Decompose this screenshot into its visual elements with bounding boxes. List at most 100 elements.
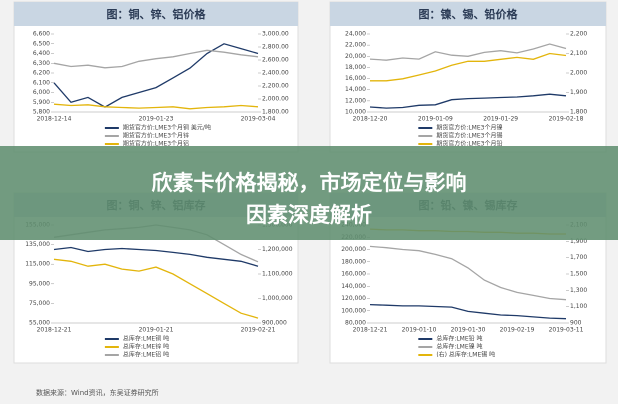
- x-tick-label: 2019-01-29: [483, 116, 518, 123]
- x-tick-label: 2019-01-10: [402, 327, 437, 334]
- legend-label: 期货官方价:LME3个月镍: [436, 124, 502, 132]
- y2-tick-label: 2,000: [570, 70, 587, 77]
- y-tick-label: 55,000: [29, 320, 50, 327]
- banner-title-line-1: 欣素卡价格揭秘，市场定位与影响: [152, 171, 467, 195]
- y-tick-label: 18,000: [345, 64, 366, 71]
- y-tick-label: 16,000: [345, 75, 366, 82]
- y2-tick-label: 2,400.00: [262, 70, 289, 77]
- footer: [0, 384, 618, 400]
- y-tick-label: 140,000: [341, 283, 366, 290]
- x-tick-label: 2019-03-11: [549, 327, 584, 334]
- y2-tick-label: 2,200: [570, 31, 587, 38]
- x-tick-label: 2019-01-23: [139, 116, 174, 123]
- x-tick-label: 2018-12-21: [37, 327, 72, 334]
- series-line: [53, 49, 259, 69]
- series-line: [370, 52, 567, 82]
- y-tick-label: 22,000: [345, 42, 366, 49]
- y-tick-label: 10,000: [345, 109, 366, 116]
- chart-title: 图：镍、锡、铅价格: [419, 7, 519, 21]
- y2-tick-label: 1,800: [570, 109, 587, 116]
- legend-label: 期货官方价:LME3个月铜 美元/吨: [123, 124, 211, 132]
- y-tick-label: 75,000: [29, 300, 50, 307]
- y-tick-label: 100,000: [341, 307, 366, 314]
- y2-tick-label: 2,600.00: [262, 57, 289, 64]
- series-line: [369, 303, 567, 320]
- y-tick-label: 14,000: [345, 86, 366, 93]
- y-tick-label: 6,000: [33, 89, 50, 96]
- panel-title-bar: [14, 2, 298, 26]
- y-tick-label: 95,000: [29, 280, 50, 287]
- y2-tick-label: 3,000.00: [262, 31, 289, 38]
- y2-tick-label: 1,300: [570, 287, 587, 294]
- panel-title-bar: [330, 2, 606, 26]
- y-tick-label: 135,000: [25, 241, 50, 248]
- y-tick-label: 200,000: [341, 246, 366, 253]
- y2-tick-label: 1,200,000: [262, 246, 293, 253]
- x-tick-label: 2019-02-18: [549, 116, 584, 123]
- y2-tick-label: 1,100: [570, 303, 587, 310]
- x-tick-label: 2019-01-21: [139, 327, 174, 334]
- legend-label: 总库存:LME铜 吨: [123, 335, 169, 343]
- y2-tick-label: 900,000: [262, 320, 287, 327]
- y-tick-label: 6,300: [33, 60, 50, 67]
- legend-label: 总库存:LME镍 吨: [436, 343, 482, 351]
- y2-tick-label: 1,900: [570, 238, 587, 245]
- y-tick-label: 5,800: [33, 109, 50, 116]
- series-line: [53, 43, 259, 108]
- legend-label: (右) 总库存:LME锡 吨: [436, 351, 495, 359]
- y2-tick-label: 1,000,000: [262, 295, 293, 302]
- y-tick-label: 6,400: [33, 50, 50, 57]
- x-tick-label: 2019-01-30: [451, 327, 486, 334]
- chart-panel: 图：铜、锌、铝价格 5,800 5,900 6,000 6,100 6,200 6,300 6…: [13, 1, 299, 153]
- y2-tick-label: 2,000.00: [262, 96, 289, 103]
- panel-bg: [329, 1, 607, 153]
- y-tick-label: 6,600: [33, 31, 50, 38]
- series-line: [369, 93, 567, 109]
- legend-label: 期货官方价:LME3个月铅: [436, 140, 502, 148]
- x-tick-label: 2019-02-19: [500, 327, 535, 334]
- y-tick-label: 180,000: [341, 258, 366, 265]
- y-tick-label: 20,000: [345, 53, 366, 60]
- legend-label: 期货官方价:LME3个月锌: [123, 132, 189, 140]
- series-line: [53, 246, 259, 267]
- x-tick-label: 2019-03-04: [241, 116, 276, 123]
- y-tick-label: 160,000: [341, 271, 366, 278]
- y-tick-label: 6,500: [33, 40, 50, 47]
- legend-label: 期货官方价:LME3个月锡: [436, 132, 502, 140]
- series-line: [53, 103, 259, 110]
- legend-label: 期货官方价:LME3个月铝: [123, 140, 189, 148]
- series-line: [53, 258, 259, 319]
- y-tick-label: 115,000: [25, 261, 50, 268]
- y-tick-label: 5,900: [33, 99, 50, 106]
- y-tick-label: 12,000: [345, 97, 366, 104]
- legend-label: 总库存:LME铝 吨: [123, 351, 169, 359]
- y2-tick-label: 1,800.00: [262, 109, 289, 116]
- x-tick-label: 2018-12-21: [353, 327, 388, 334]
- x-tick-label: 2018-12-20: [353, 116, 388, 123]
- y-tick-label: 6,100: [33, 79, 50, 86]
- banner-bg: [0, 146, 618, 240]
- y2-tick-label: 2,100: [570, 50, 587, 57]
- y2-tick-label: 1,500: [570, 271, 587, 278]
- x-tick-label: 2019-02-21: [241, 327, 276, 334]
- y2-tick-label: 2,200.00: [262, 83, 289, 90]
- y2-tick-label: 900: [570, 320, 582, 327]
- series-line: [369, 245, 567, 301]
- panel-bg: [13, 1, 299, 153]
- chart-title: 图：铜、锌、铝价格: [107, 7, 207, 21]
- x-tick-label: 2018-12-14: [37, 116, 72, 123]
- legend-label: 总库存:LME锌 吨: [123, 343, 169, 351]
- chart-panel: 图：镍、锡、铅价格 10,000 12,000 14,000 16,000 18,000 2…: [329, 1, 607, 153]
- y-tick-label: 24,000: [345, 31, 366, 38]
- series-line: [369, 43, 567, 61]
- y-tick-label: 6,200: [33, 70, 50, 77]
- banner-title-continued: 因素深度解析: [246, 203, 372, 227]
- source: 数据来源：Wind资讯，东吴证券研究所: [36, 388, 159, 397]
- y2-tick-label: 1,700: [570, 254, 587, 261]
- y2-tick-label: 2,800.00: [262, 44, 289, 51]
- y2-tick-label: 1,100,000: [262, 271, 293, 278]
- y-tick-label: 120,000: [341, 295, 366, 302]
- x-tick-label: 2019-01-09: [418, 116, 453, 123]
